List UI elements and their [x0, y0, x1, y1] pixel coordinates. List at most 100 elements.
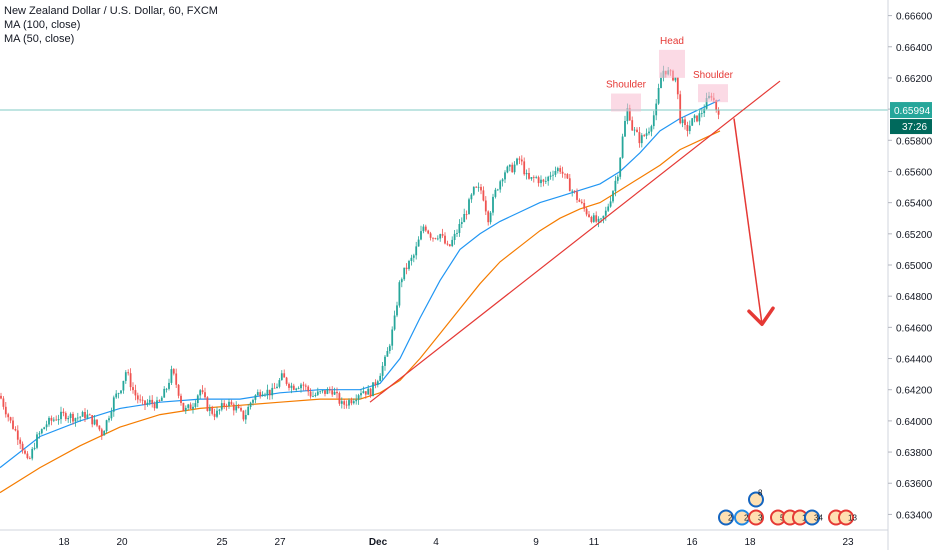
y-tick-label: 0.65600 [896, 167, 932, 178]
candle-body [48, 417, 50, 425]
candle-body [424, 226, 427, 231]
candle-body [151, 399, 154, 404]
candle-body [120, 390, 122, 394]
x-tick-label: 18 [58, 537, 70, 548]
candle-body [40, 429, 43, 434]
candle-body [134, 390, 137, 396]
legend-title: New Zealand Dollar / U.S. Dollar, 60, FX… [4, 5, 218, 17]
candle-body [633, 129, 636, 131]
candle-body [321, 390, 324, 392]
candle-body [72, 413, 74, 422]
x-tick-label: 27 [274, 537, 286, 548]
x-tick-label: 11 [589, 537, 600, 548]
y-tick-label: 0.63400 [896, 510, 932, 521]
candle-body [153, 403, 156, 409]
candle-body [314, 394, 317, 396]
candle-body [700, 113, 703, 114]
candle-body [448, 244, 451, 247]
candle-body [600, 218, 602, 220]
candle-body [561, 171, 564, 174]
event-count: 2 [728, 514, 733, 523]
candle-body [196, 395, 199, 403]
events-row: 2235211347138 [718, 489, 857, 526]
countdown-label: 37:26 [902, 122, 927, 133]
candle-body [240, 408, 242, 411]
candle-body [487, 211, 490, 223]
candle-body [76, 417, 79, 419]
candle-body [69, 413, 72, 418]
candle-body [415, 246, 418, 256]
candle-body [578, 199, 581, 202]
candle-body [256, 392, 259, 396]
candle-body [136, 395, 139, 400]
candle-body [285, 377, 288, 384]
candle-body [609, 201, 612, 207]
x-tick-label: Dec [369, 537, 388, 548]
candle-body [604, 210, 607, 216]
candle-body [580, 201, 583, 203]
candle-body [636, 129, 638, 133]
candle-body [288, 383, 290, 388]
x-tick-label: 25 [216, 537, 228, 548]
candle-body [492, 196, 494, 213]
annotation-label: Shoulder [693, 70, 734, 81]
candle-body [160, 397, 163, 401]
candle-body [446, 243, 449, 245]
candle-body [21, 443, 24, 451]
x-tick-label: 9 [533, 537, 539, 548]
candle-body [91, 415, 94, 425]
candle-body [9, 417, 12, 421]
candle-body [52, 419, 55, 421]
candle-body [100, 429, 103, 436]
candle-body [470, 194, 473, 200]
y-tick-label: 0.65800 [896, 136, 932, 147]
candle-body [566, 174, 569, 179]
candle-body [525, 173, 528, 175]
candle-body [688, 125, 691, 132]
candle-body [112, 397, 115, 412]
candle-body [0, 395, 2, 399]
candle-body [247, 406, 250, 415]
candle-body [693, 115, 696, 119]
candle-body [518, 158, 521, 160]
candle-body [141, 399, 144, 401]
x-tick-label: 23 [842, 537, 854, 548]
candle-body [266, 389, 269, 395]
candle-body [249, 402, 252, 407]
event-count: 2 [744, 514, 749, 523]
candle-body [244, 415, 247, 420]
candle-body [554, 171, 557, 175]
candle-body [674, 77, 677, 81]
candle-body [343, 401, 346, 405]
candle-body [295, 388, 298, 390]
candle-body [489, 212, 492, 223]
candle-body [408, 261, 410, 269]
candle-body [74, 418, 77, 422]
candle-body [187, 404, 190, 408]
candle-body [717, 110, 720, 115]
candle-body [345, 404, 348, 406]
candle-body [480, 186, 482, 191]
candle-body [206, 397, 209, 411]
candle-body [381, 365, 384, 376]
candle-body [715, 100, 718, 111]
candle-body [504, 172, 506, 180]
candle-body [336, 391, 338, 394]
candle-body [388, 345, 391, 351]
candle-body [552, 174, 554, 176]
ma50-layer [0, 99, 721, 469]
candle-body [393, 315, 396, 330]
candle-body [588, 214, 590, 217]
candle-body [460, 222, 463, 224]
candle-body [24, 450, 26, 454]
candle-body [213, 413, 216, 417]
candle-body [494, 189, 497, 197]
candle-body [451, 239, 454, 246]
candle-body [549, 175, 552, 177]
candle-body [273, 387, 276, 389]
y-tick-label: 0.64200 [896, 386, 932, 397]
candle-body [472, 186, 475, 195]
candle-body [686, 125, 689, 131]
